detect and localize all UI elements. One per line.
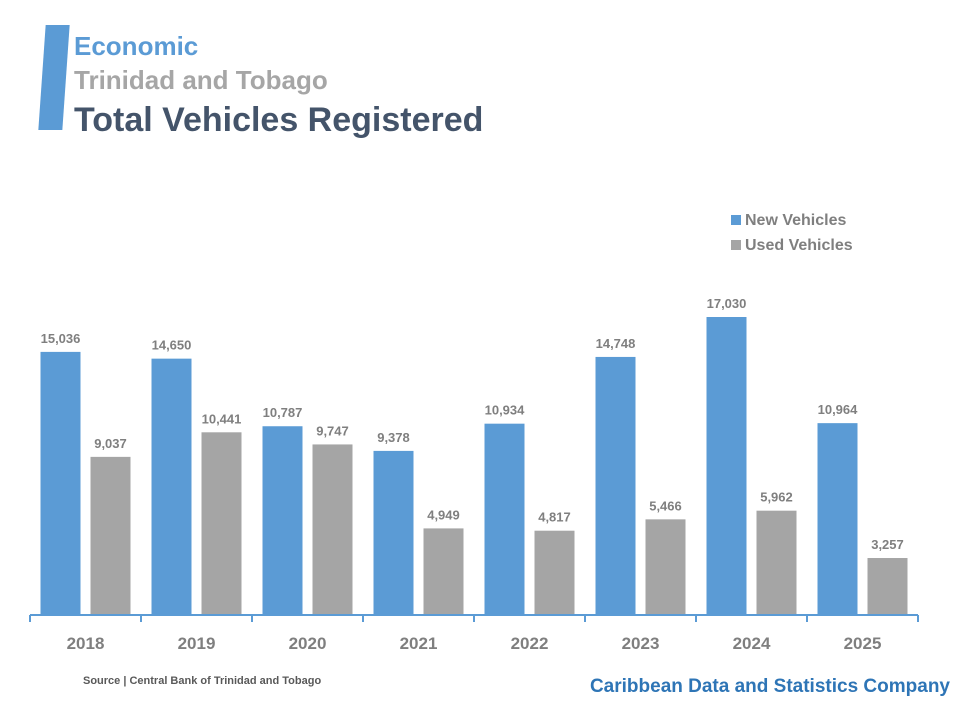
x-tick-label-2022: 2022 <box>511 634 549 653</box>
x-tick-label-2019: 2019 <box>178 634 216 653</box>
bar-new-2021 <box>373 450 414 615</box>
category-label: Economic <box>74 31 199 61</box>
bar-new-2022 <box>484 423 525 615</box>
data-label-new-2022: 10,934 <box>485 403 526 418</box>
x-tick-label-2021: 2021 <box>400 634 438 653</box>
x-tick-label-2024: 2024 <box>733 634 771 653</box>
data-label-used-2025: 3,257 <box>871 537 904 552</box>
data-label-new-2025: 10,964 <box>818 402 859 417</box>
bar-used-2020 <box>312 444 353 615</box>
x-tick-label-2018: 2018 <box>67 634 105 653</box>
bar-used-2024 <box>756 510 797 615</box>
data-label-new-2018: 15,036 <box>41 331 81 346</box>
bar-used-2021 <box>423 528 464 615</box>
bar-used-2025 <box>867 558 908 615</box>
data-label-new-2021: 9,378 <box>377 430 410 445</box>
chart-title: Total Vehicles Registered <box>74 101 484 139</box>
x-tick-label-2023: 2023 <box>622 634 660 653</box>
legend-swatch-new <box>731 215 741 225</box>
legend-swatch-used <box>731 240 741 250</box>
bar-used-2022 <box>534 530 575 615</box>
data-label-used-2023: 5,466 <box>649 498 682 513</box>
bar-used-2023 <box>645 519 686 615</box>
data-label-new-2023: 14,748 <box>596 336 636 351</box>
source-note: Source | Central Bank of Trinidad and To… <box>83 675 322 687</box>
data-label-new-2019: 14,650 <box>152 338 192 353</box>
data-label-used-2020: 9,747 <box>316 423 349 438</box>
x-tick-label-2025: 2025 <box>844 634 882 653</box>
bar-used-2019 <box>201 432 242 615</box>
legend-label-new: New Vehicles <box>745 212 846 229</box>
data-label-used-2021: 4,949 <box>427 507 460 522</box>
data-label-new-2024: 17,030 <box>707 296 747 311</box>
data-label-used-2018: 9,037 <box>94 436 127 451</box>
bar-new-2024 <box>706 317 747 615</box>
data-label-used-2022: 4,817 <box>538 510 571 525</box>
bar-new-2020 <box>262 426 303 615</box>
bar-new-2025 <box>817 423 858 615</box>
bar-new-2023 <box>595 356 636 615</box>
title-block: Economic Trinidad and Tobago Total Vehic… <box>74 30 483 142</box>
legend-label-used: Used Vehicles <box>745 237 853 254</box>
x-tick-label-2020: 2020 <box>289 634 327 653</box>
company-name: Caribbean Data and Statistics Company <box>589 676 950 697</box>
bar-new-2018 <box>40 351 81 615</box>
country-label: Trinidad and Tobago <box>74 65 328 95</box>
data-label-used-2024: 5,962 <box>760 490 793 505</box>
bar-new-2019 <box>151 358 192 615</box>
data-label-used-2019: 10,441 <box>202 411 242 426</box>
bar-used-2018 <box>90 456 131 615</box>
data-label-new-2020: 10,787 <box>263 405 303 420</box>
